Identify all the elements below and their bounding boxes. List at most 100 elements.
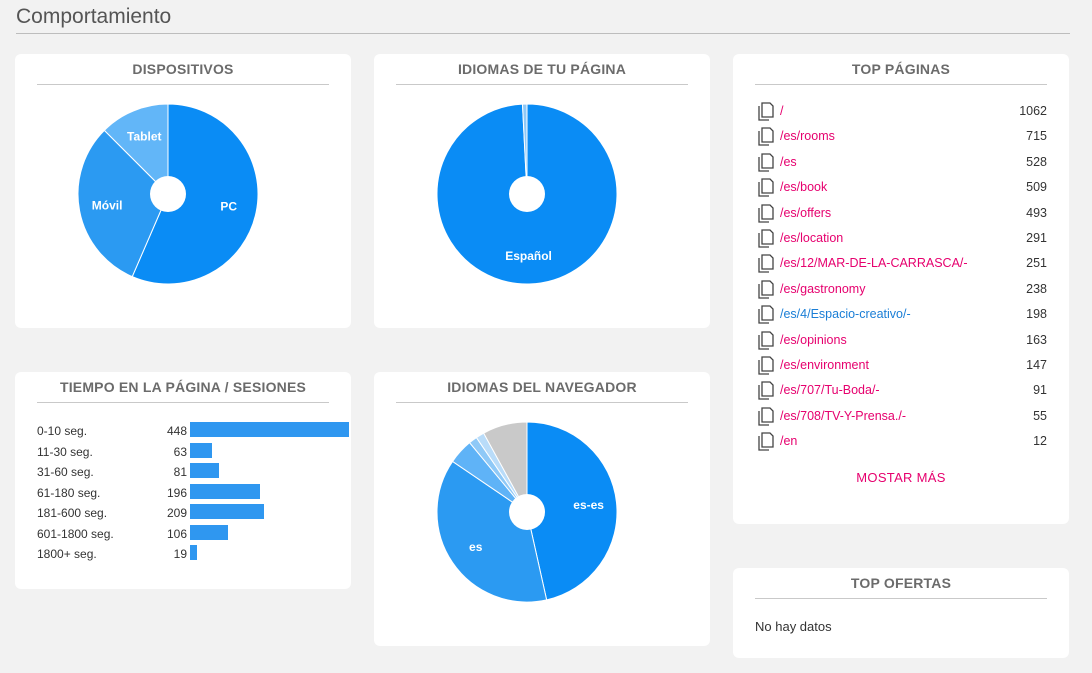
copy-icon[interactable] <box>757 407 775 426</box>
top-page-count: 715 <box>1026 129 1047 144</box>
copy-icon[interactable] <box>757 356 775 375</box>
tiempo-row-value: 448 <box>166 424 187 438</box>
pie-center-hole <box>509 494 545 530</box>
card-title: TOP PÁGINAS <box>755 61 1047 85</box>
card-title: IDIOMAS DEL NAVEGADOR <box>396 379 688 403</box>
top-page-link[interactable]: /es/gastronomy <box>780 281 866 296</box>
copy-icon[interactable] <box>757 432 775 451</box>
top-page-link[interactable]: /es/offers <box>780 205 832 220</box>
top-page-link[interactable]: /es/environment <box>780 358 869 372</box>
card-idiomas-pagina: IDIOMAS DE TU PÁGINA Español <box>374 54 710 328</box>
tiempo-row: 0-10 seg. 448 <box>37 421 349 441</box>
section-divider <box>16 33 1070 34</box>
tiempo-row-bar <box>190 442 212 458</box>
tiempo-row: 11-30 seg. 63 <box>37 442 337 462</box>
copy-icon[interactable] <box>757 280 775 299</box>
top-page-row: /es/location 291 <box>755 228 1047 250</box>
pie-slice <box>482 421 528 513</box>
tiempo-row-label: 601-1800 seg. <box>37 526 114 541</box>
copy-icon[interactable] <box>757 127 775 147</box>
pie-slice <box>521 103 528 195</box>
tiempo-row-label: 0-10 seg. <box>37 424 88 438</box>
top-page-row: /es/12/MAR-DE-LA-CARRASCA/- 251 <box>755 253 1047 275</box>
top-page-link[interactable]: /es/rooms <box>780 129 835 144</box>
top-page-link[interactable]: /es/opinions <box>780 332 847 347</box>
copy-icon[interactable] <box>757 178 775 197</box>
top-page-link[interactable]: /es/location <box>780 231 844 245</box>
pie-slice-label: Móvil <box>92 199 123 213</box>
top-page-link[interactable]: / <box>780 104 784 118</box>
tiempo-row-bar <box>190 504 264 519</box>
top-page-count: 251 <box>1026 256 1047 271</box>
pie-slice-label: es <box>469 540 483 554</box>
top-page-row: /es/707/Tu-Boda/- 91 <box>755 380 1047 402</box>
pie-slice <box>103 103 169 196</box>
pie-center-hole <box>150 176 186 212</box>
top-page-count: 509 <box>1026 180 1047 195</box>
tiempo-row: 61-180 seg. 196 <box>37 483 337 503</box>
top-page-row: /en 12 <box>755 431 1047 453</box>
top-page-count: 291 <box>1026 231 1047 245</box>
pie-slice <box>131 103 259 285</box>
copy-icon[interactable] <box>757 229 775 248</box>
pie-chart-dispositivos: PC Móvil Tablet <box>77 103 259 285</box>
top-page-row: / 1062 <box>755 101 1047 123</box>
tiempo-row-bar <box>190 524 228 540</box>
copy-icon[interactable] <box>757 330 775 350</box>
top-page-count: 198 <box>1026 307 1047 322</box>
copy-icon[interactable] <box>757 153 775 172</box>
pie-slice <box>77 129 169 278</box>
tiempo-row-value: 81 <box>173 465 187 479</box>
tiempo-row: 181-600 seg. 209 <box>37 503 337 523</box>
tiempo-row-bar <box>190 545 197 560</box>
section-title: Comportamiento <box>16 5 172 28</box>
top-page-count: 147 <box>1026 358 1047 372</box>
tiempo-row-label: 181-600 seg. <box>37 506 108 520</box>
tiempo-row-label: 61-180 seg. <box>37 485 101 500</box>
pie-slice <box>526 421 618 601</box>
top-page-count: 1062 <box>1019 104 1047 118</box>
card-dispositivos: DISPOSITIVOS PC Móvil Tablet <box>15 54 351 328</box>
top-page-link[interactable]: /es/707/Tu-Boda/- <box>780 383 880 398</box>
top-page-count: 163 <box>1026 332 1047 347</box>
tiempo-row-bar <box>190 463 219 478</box>
top-page-row: /es/book 509 <box>755 177 1047 199</box>
top-page-link[interactable]: /es/12/MAR-DE-LA-CARRASCA/- <box>780 256 968 271</box>
card-title: TOP OFERTAS <box>755 575 1047 599</box>
pie-center-hole <box>509 176 545 212</box>
tiempo-row: 31-60 seg. 81 <box>37 462 337 482</box>
copy-icon[interactable] <box>757 254 775 274</box>
top-page-link[interactable]: /es/book <box>780 180 828 195</box>
tiempo-row: 601-1800 seg. 106 <box>37 524 337 544</box>
top-page-link[interactable]: /es/708/TV-Y-Prensa./- <box>780 408 906 423</box>
top-page-link[interactable]: /es <box>780 154 797 169</box>
card-title: IDIOMAS DE TU PÁGINA <box>396 61 688 85</box>
pie-slice-label: PC <box>220 200 237 214</box>
copy-icon[interactable] <box>757 102 775 121</box>
top-page-row: /es/708/TV-Y-Prensa./- 55 <box>755 406 1047 428</box>
top-page-count: 12 <box>1033 434 1047 449</box>
card-top-paginas: TOP PÁGINAS / 1062/es/rooms 715/es 528/es/b… <box>733 54 1069 524</box>
top-page-row: /es/environment 147 <box>755 355 1047 377</box>
copy-icon[interactable] <box>757 203 775 223</box>
show-more-link[interactable]: MOSTAR MÁS <box>856 470 946 485</box>
tiempo-row-value: 63 <box>173 444 187 459</box>
card-title: DISPOSITIVOS <box>37 61 329 85</box>
top-page-link[interactable]: /en <box>780 434 798 449</box>
card-top-ofertas: TOP OFERTAS No hay datos <box>733 568 1069 658</box>
top-page-row: /es/offers 493 <box>755 203 1047 225</box>
tiempo-row-label: 1800+ seg. <box>37 547 97 561</box>
card-idiomas-navegador: IDIOMAS DEL NAVEGADOR es-es es <box>374 372 710 646</box>
empty-state-text: No hay datos <box>755 619 832 634</box>
top-page-count: 238 <box>1026 281 1047 296</box>
tiempo-row-value: 196 <box>166 485 187 500</box>
top-page-link[interactable]: /es/4/Espacio-creativo/- <box>780 307 911 322</box>
tiempo-row-value: 209 <box>166 506 187 520</box>
card-tiempo-pagina: TIEMPO EN LA PÁGINA / SESIONES 0-10 seg.… <box>15 372 351 589</box>
copy-icon[interactable] <box>757 381 775 401</box>
top-page-count: 91 <box>1033 383 1047 398</box>
pie-slice <box>436 460 548 603</box>
pie-slice-label: es-es <box>573 498 604 512</box>
copy-icon[interactable] <box>757 305 775 324</box>
pie-chart-idiomas-pagina: Español <box>436 103 618 285</box>
